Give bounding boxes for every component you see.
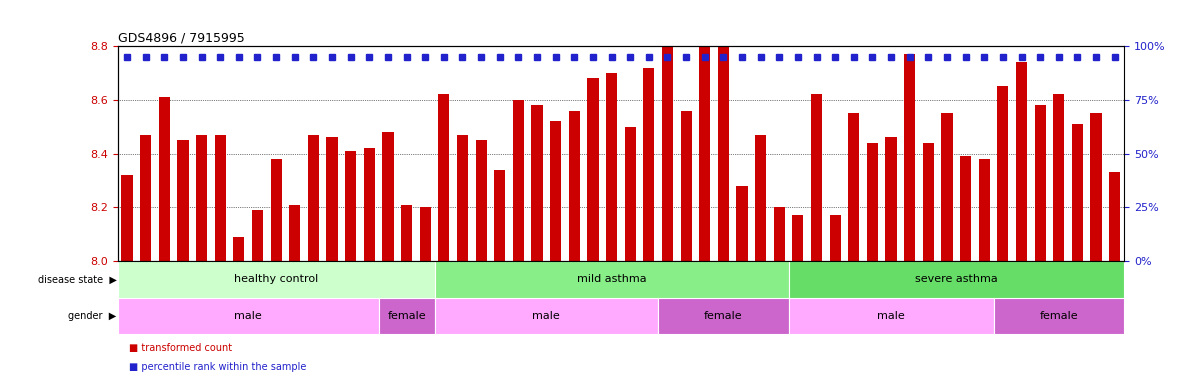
Bar — [290, 205, 300, 261]
Bar — [1035, 105, 1045, 261]
Bar — [438, 94, 450, 261]
Bar — [754, 135, 766, 261]
Text: female: female — [704, 311, 743, 321]
Bar — [789, 298, 993, 334]
Bar — [904, 54, 916, 261]
Bar — [252, 210, 262, 261]
Bar — [345, 151, 357, 261]
Text: healthy control: healthy control — [234, 274, 318, 285]
Bar — [457, 135, 468, 261]
Bar — [118, 261, 434, 298]
Text: male: male — [532, 311, 560, 321]
Text: male: male — [234, 311, 262, 321]
Bar — [658, 298, 789, 334]
Bar — [159, 97, 169, 261]
Bar — [718, 3, 729, 261]
Bar — [379, 298, 434, 334]
Bar — [643, 68, 654, 261]
Bar — [531, 105, 543, 261]
Bar — [942, 113, 952, 261]
Bar — [568, 111, 580, 261]
Bar — [419, 207, 431, 261]
Bar — [434, 298, 658, 334]
Bar — [326, 137, 338, 261]
Bar — [849, 113, 859, 261]
Bar — [885, 137, 897, 261]
Bar — [118, 298, 379, 334]
Bar — [811, 94, 822, 261]
Bar — [364, 148, 374, 261]
Bar — [307, 135, 319, 261]
Bar — [1109, 172, 1121, 261]
Text: male: male — [877, 311, 905, 321]
Bar — [789, 261, 1124, 298]
Bar — [923, 143, 933, 261]
Bar — [993, 298, 1124, 334]
Bar — [195, 135, 207, 261]
Bar — [680, 111, 692, 261]
Bar — [699, 11, 710, 261]
Bar — [233, 237, 245, 261]
Bar — [476, 140, 486, 261]
Bar — [140, 135, 151, 261]
Bar — [960, 156, 971, 261]
Bar — [494, 170, 505, 261]
Bar — [121, 175, 133, 261]
Bar — [606, 73, 617, 261]
Bar — [550, 121, 561, 261]
Bar — [1053, 94, 1064, 261]
Bar — [513, 100, 524, 261]
Bar — [978, 159, 990, 261]
Text: mild asthma: mild asthma — [577, 274, 646, 285]
Bar — [271, 159, 281, 261]
Text: GDS4896 / 7915995: GDS4896 / 7915995 — [118, 32, 245, 45]
Text: ■ transformed count: ■ transformed count — [129, 343, 233, 353]
Bar — [587, 78, 598, 261]
Bar — [178, 140, 188, 261]
Bar — [997, 86, 1009, 261]
Bar — [661, 0, 673, 261]
Bar — [773, 207, 785, 261]
Text: female: female — [1039, 311, 1078, 321]
Text: female: female — [387, 311, 426, 321]
Text: ■ percentile rank within the sample: ■ percentile rank within the sample — [129, 362, 307, 372]
Bar — [214, 135, 226, 261]
Bar — [830, 215, 840, 261]
Bar — [866, 143, 878, 261]
Bar — [625, 127, 636, 261]
Text: gender  ▶: gender ▶ — [68, 311, 117, 321]
Bar — [1016, 62, 1028, 261]
Text: disease state  ▶: disease state ▶ — [38, 274, 117, 285]
Bar — [401, 205, 412, 261]
Bar — [792, 215, 804, 261]
Bar — [434, 261, 789, 298]
Text: severe asthma: severe asthma — [915, 274, 998, 285]
Bar — [383, 132, 393, 261]
Bar — [1072, 124, 1083, 261]
Bar — [1090, 113, 1102, 261]
Bar — [737, 186, 747, 261]
